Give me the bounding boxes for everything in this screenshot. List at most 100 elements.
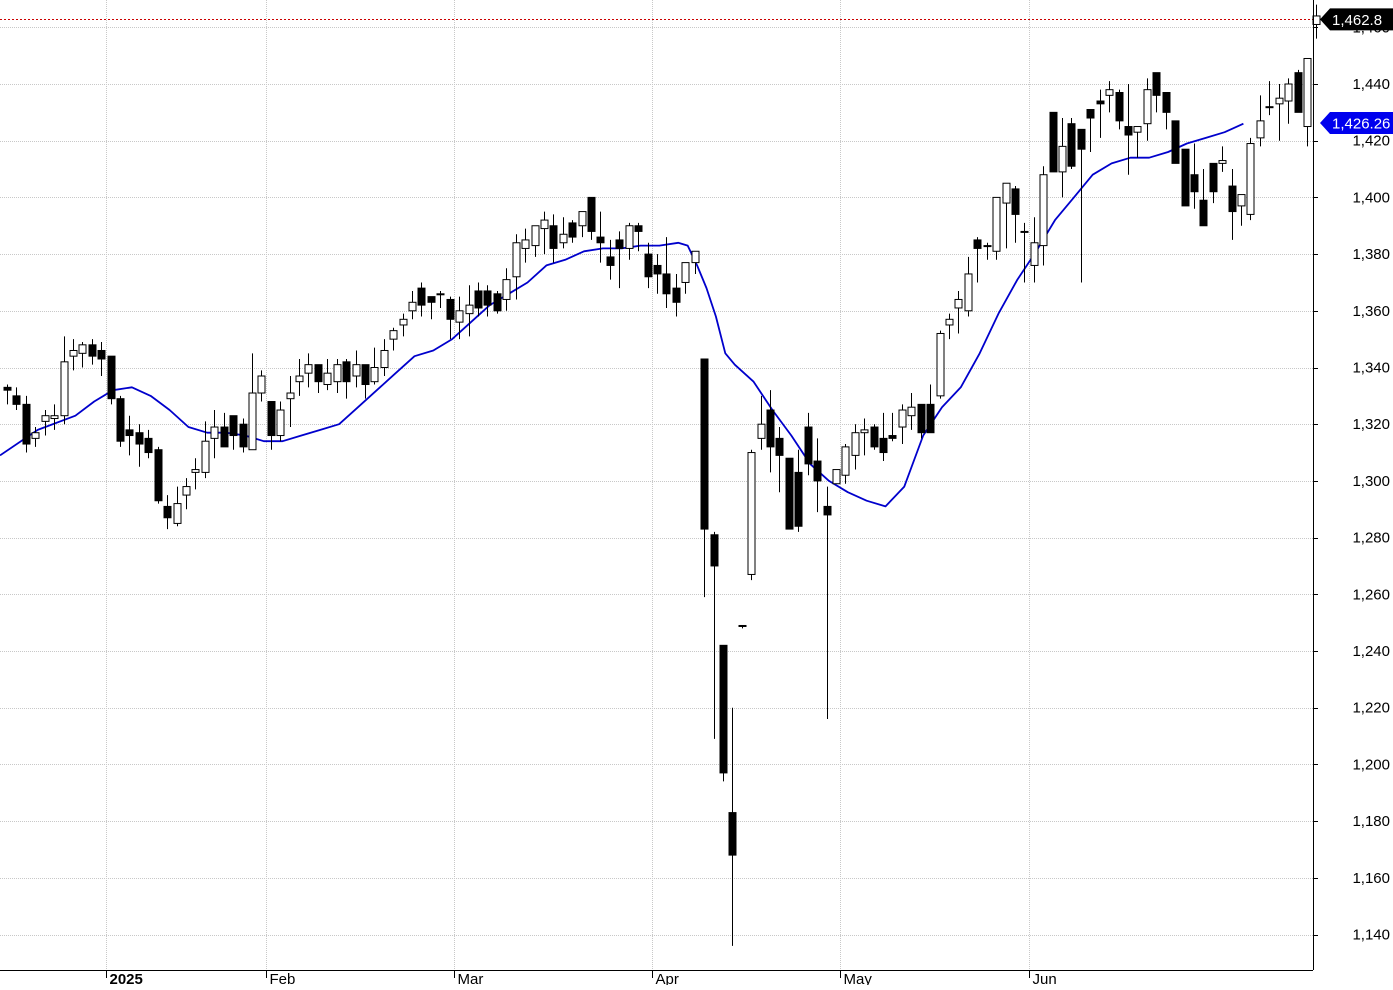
- candle-body-up: [436, 293, 445, 296]
- candle-body-down: [1096, 100, 1105, 105]
- x-tick-label: Feb: [270, 971, 296, 985]
- candle-body-down: [22, 403, 31, 445]
- candle-body-up: [1237, 194, 1246, 207]
- candle-body-up: [625, 225, 634, 249]
- candle-body-down: [719, 644, 728, 774]
- candle-body-down: [653, 264, 662, 275]
- candle-body-up: [1143, 89, 1152, 125]
- candle-body-down: [107, 355, 116, 400]
- candle-body-down: [823, 505, 832, 516]
- candle-body-down: [1199, 199, 1208, 227]
- candle-body-down: [766, 409, 775, 448]
- candle-body-down: [1086, 109, 1095, 119]
- candle-body-up: [559, 233, 568, 244]
- candle-body-down: [1209, 162, 1218, 193]
- price-labels: 1,462.8 1,426.26: [1320, 8, 1393, 134]
- candle-body-down: [125, 429, 134, 437]
- candle-body-up: [286, 392, 295, 400]
- candle-body-up: [78, 344, 87, 354]
- y-tick-label: 1,160: [1352, 870, 1390, 887]
- candle-body-up: [323, 372, 332, 386]
- candle-body-up: [964, 273, 973, 312]
- candle-body-up: [757, 423, 766, 439]
- x-tick-label: Apr: [656, 971, 679, 985]
- candle-body-up: [50, 415, 59, 420]
- candle-body-down: [483, 290, 492, 306]
- candle-body-up: [1303, 57, 1312, 128]
- candle-body-down: [135, 432, 144, 445]
- candle-body-down: [634, 225, 643, 232]
- candle-body-up: [738, 624, 747, 627]
- candle-body-down: [267, 401, 276, 437]
- candle-body-up: [276, 409, 285, 437]
- candle-body-down: [1228, 185, 1237, 213]
- candle-body-up: [578, 211, 587, 227]
- moving-average-flag-background: [1320, 111, 1393, 134]
- candle-body-up: [898, 409, 907, 428]
- candle-body-up: [992, 196, 1001, 252]
- y-tick-label: 1,300: [1352, 473, 1390, 490]
- last-price-flag-background: [1320, 8, 1393, 31]
- y-tick-label: 1,280: [1352, 530, 1390, 547]
- candle-body-down: [1152, 72, 1161, 96]
- candle-series: [3, 4, 1321, 946]
- candle-body-down: [446, 298, 455, 320]
- x-tick-label: Jun: [1033, 971, 1057, 985]
- y-tick-label: 1,200: [1352, 756, 1390, 773]
- x-tick-label: 2025: [110, 971, 143, 985]
- candle-body-down: [1294, 72, 1303, 113]
- candle-body-up: [936, 332, 945, 397]
- candle-body-down: [917, 403, 926, 434]
- candle-body-down: [596, 236, 605, 244]
- candle-body-down: [1049, 111, 1058, 173]
- candle-body-down: [568, 222, 577, 238]
- candle-body-down: [794, 471, 803, 527]
- candle-body-down: [493, 293, 502, 312]
- candle-body-up: [1039, 174, 1048, 247]
- y-tick-label: 1,320: [1352, 416, 1390, 433]
- y-tick-label: 1,180: [1352, 813, 1390, 830]
- candle-body-up: [1133, 126, 1142, 133]
- candle-body-up: [832, 469, 841, 485]
- candle-body-up: [41, 415, 50, 422]
- moving-average-line: [0, 122, 1244, 508]
- candle-body-down: [342, 361, 351, 383]
- candle-body-up: [182, 486, 191, 496]
- candle-body-down: [700, 358, 709, 530]
- candle-body-down: [1162, 92, 1171, 113]
- candle-body-down: [606, 256, 615, 266]
- candle-body-up: [540, 219, 549, 230]
- candle-body-down: [116, 398, 125, 442]
- y-tick-label: 1,360: [1352, 303, 1390, 320]
- candle-body-up: [502, 279, 511, 300]
- y-tick-label: 1,400: [1352, 189, 1390, 206]
- candle-body-up: [1058, 145, 1067, 173]
- candle-body-down: [804, 426, 813, 465]
- candle-body-up: [465, 304, 474, 315]
- candle-body-down: [314, 364, 323, 383]
- candle-body-down: [710, 534, 719, 567]
- candle-body-up: [512, 242, 521, 278]
- candle-body-up: [1265, 106, 1274, 109]
- candle-body-down: [163, 505, 172, 519]
- y-tick-label: 1,440: [1352, 76, 1390, 93]
- candle-body-down: [587, 196, 596, 232]
- candle-body-up: [389, 330, 398, 340]
- candle-body-up: [1246, 143, 1255, 215]
- candle-body-down: [615, 239, 624, 249]
- candle-body-down: [474, 290, 483, 309]
- candle-body-down: [1181, 148, 1190, 207]
- last-price-flag: 1,462.8: [1320, 8, 1393, 31]
- candle-body-up: [521, 239, 530, 249]
- candle-body-up: [352, 364, 361, 377]
- y-tick-label: 1,380: [1352, 246, 1390, 263]
- candle-body-up: [1030, 242, 1039, 266]
- candle-body-up: [983, 245, 992, 248]
- candle-body-up: [841, 446, 850, 476]
- candle-body-up: [860, 429, 869, 434]
- candle-body-down: [1011, 188, 1020, 215]
- candle-body-down: [1124, 126, 1133, 136]
- candle-body-down: [1190, 174, 1199, 193]
- candle-body-up: [295, 375, 304, 383]
